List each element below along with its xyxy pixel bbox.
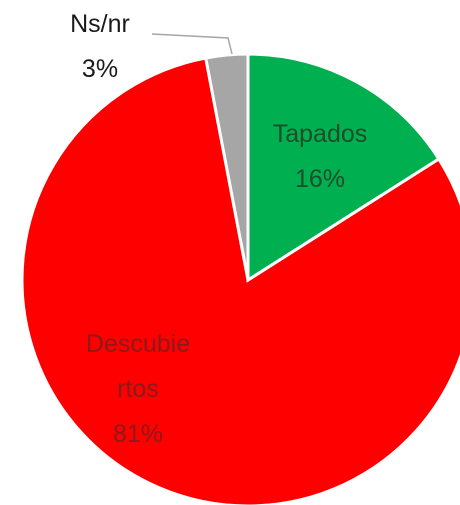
pie-slice bbox=[246, 52, 441, 283]
slice-label: Ns/nr 3% bbox=[40, 2, 160, 92]
leader-line bbox=[151, 33, 233, 55]
category-label: Descubiertos bbox=[85, 330, 191, 403]
category-label: Tapados bbox=[272, 120, 368, 148]
value-label: 81% bbox=[112, 420, 164, 448]
category-label: Ns/nr bbox=[70, 10, 130, 38]
slice-label: Descubiertos 81% bbox=[64, 322, 212, 457]
pie-slice bbox=[20, 56, 460, 505]
value-label: 3% bbox=[81, 55, 119, 83]
slice-label: Tapados 16% bbox=[250, 112, 390, 202]
value-label: 16% bbox=[294, 165, 346, 193]
